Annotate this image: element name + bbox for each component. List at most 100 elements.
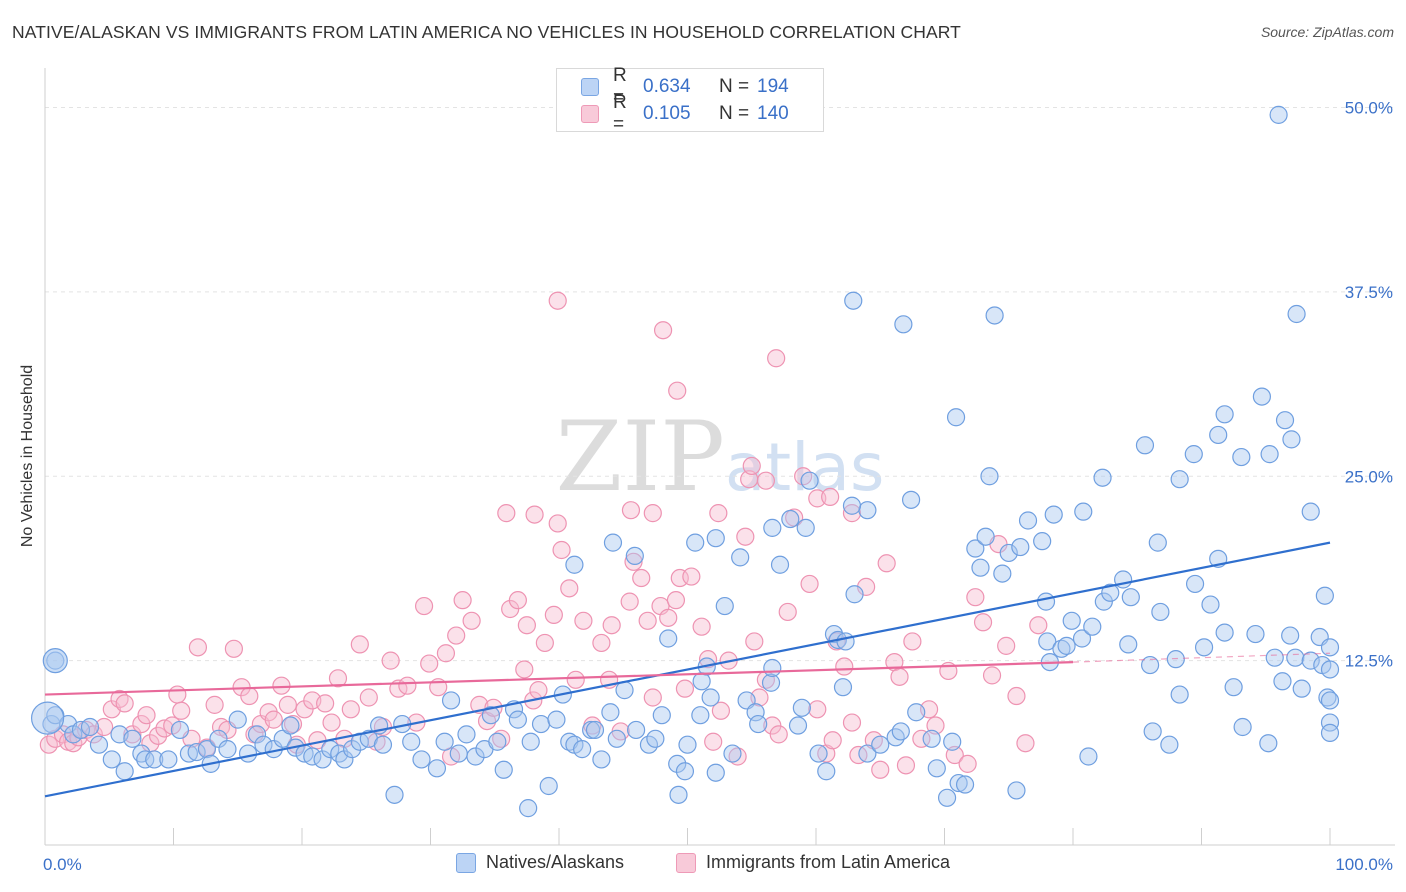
immigrant-point [381, 651, 400, 670]
immigrant-point [529, 681, 548, 700]
native-point [187, 742, 206, 762]
natives-swatch [456, 852, 476, 873]
native-point [1044, 505, 1063, 524]
legend-item-immigrants[interactable]: Immigrants from Latin America [676, 852, 950, 873]
native-point [373, 735, 393, 754]
native-point [1286, 648, 1305, 667]
native-point [343, 740, 362, 759]
r-value: 0.105 [643, 103, 691, 124]
native-point [1301, 502, 1320, 521]
native-point [971, 558, 990, 577]
native-point [1170, 685, 1189, 704]
immigrant-point [341, 700, 360, 719]
native-point [686, 533, 705, 552]
native-point [858, 501, 877, 520]
native-point [763, 518, 782, 537]
native-point [170, 720, 190, 740]
native-point [1232, 447, 1251, 467]
immigrant-point [137, 706, 156, 725]
immigrant-point [675, 679, 695, 698]
native-point [1185, 574, 1205, 594]
native-point [949, 773, 968, 793]
native-point [731, 548, 750, 567]
immigrant-point [278, 695, 297, 714]
native-point [582, 720, 601, 740]
native-point [668, 754, 687, 773]
native-point [1273, 672, 1292, 691]
immigrant-point [682, 567, 701, 586]
native-point [1140, 655, 1160, 675]
legend-item-natives[interactable]: Natives/Alaskans [456, 852, 624, 873]
native-point [1259, 734, 1278, 753]
native-point [691, 706, 710, 725]
immigrant-point [835, 657, 854, 676]
native-point [247, 725, 267, 744]
native-point [238, 744, 258, 763]
native-point [800, 471, 819, 490]
immigrant-point [668, 381, 687, 400]
r-value: 0.634 [643, 76, 691, 97]
native-point [1135, 436, 1155, 455]
native-point [80, 717, 100, 737]
native-point [626, 720, 646, 740]
native-point [1194, 638, 1214, 657]
native-point [1209, 425, 1228, 445]
native-point [603, 533, 623, 552]
native-point [993, 564, 1012, 583]
immigrant-point [497, 504, 516, 523]
immigrant-point [958, 754, 977, 773]
native-point [1079, 747, 1098, 766]
immigrant-point [552, 540, 571, 560]
native-point [1282, 430, 1301, 449]
native-point [1052, 639, 1071, 658]
chart-title: NATIVE/ALASKAN VS IMMIGRANTS FROM LATIN … [12, 22, 961, 42]
immigrant-point [548, 514, 567, 533]
immigrant-point [632, 568, 651, 588]
immigrant-point [638, 611, 657, 630]
native-point [1201, 595, 1220, 614]
immigrant-point [398, 676, 417, 695]
native-point [723, 744, 742, 763]
immigrant-point [544, 605, 563, 625]
native-point [592, 750, 611, 769]
native-point [303, 747, 322, 766]
native-point [836, 632, 855, 651]
n-label: N = [719, 76, 750, 97]
immigrant-point [643, 504, 662, 523]
immigrant-point [670, 568, 689, 588]
immigrant-point [602, 616, 621, 635]
correlation-legend: R = 0.634 N = 194 R = 0.105 N = 140 [556, 65, 824, 135]
native-point [669, 785, 688, 804]
immigrant-point [659, 608, 678, 627]
native-point [792, 698, 811, 717]
immigrant-point [123, 725, 142, 744]
immigrant-point [328, 669, 348, 688]
native-point [833, 678, 853, 697]
native-point [678, 735, 697, 754]
native-point [706, 529, 725, 548]
native-point [508, 710, 527, 729]
native-point [922, 729, 941, 748]
native-point [886, 728, 905, 747]
native-point [519, 799, 538, 818]
immigrant-point [1007, 686, 1026, 706]
native-point [907, 703, 926, 722]
immigrant-point [548, 291, 567, 310]
y-tick-label: 37.5% [1345, 283, 1393, 302]
native-point [1033, 532, 1052, 551]
native-point [706, 763, 725, 782]
native-point [607, 729, 626, 748]
immigrant-point [871, 760, 890, 779]
native-point [770, 555, 790, 574]
natives-swatch [581, 78, 599, 96]
native-point [1269, 105, 1288, 124]
native-point [937, 788, 957, 807]
native-point [1252, 387, 1271, 406]
immigrant-point [643, 688, 662, 707]
native-point [402, 732, 421, 751]
immigrant-point [982, 666, 1002, 685]
native-point [281, 716, 300, 735]
native-point [1121, 588, 1140, 607]
native-point [809, 744, 828, 763]
native-point [796, 518, 815, 537]
